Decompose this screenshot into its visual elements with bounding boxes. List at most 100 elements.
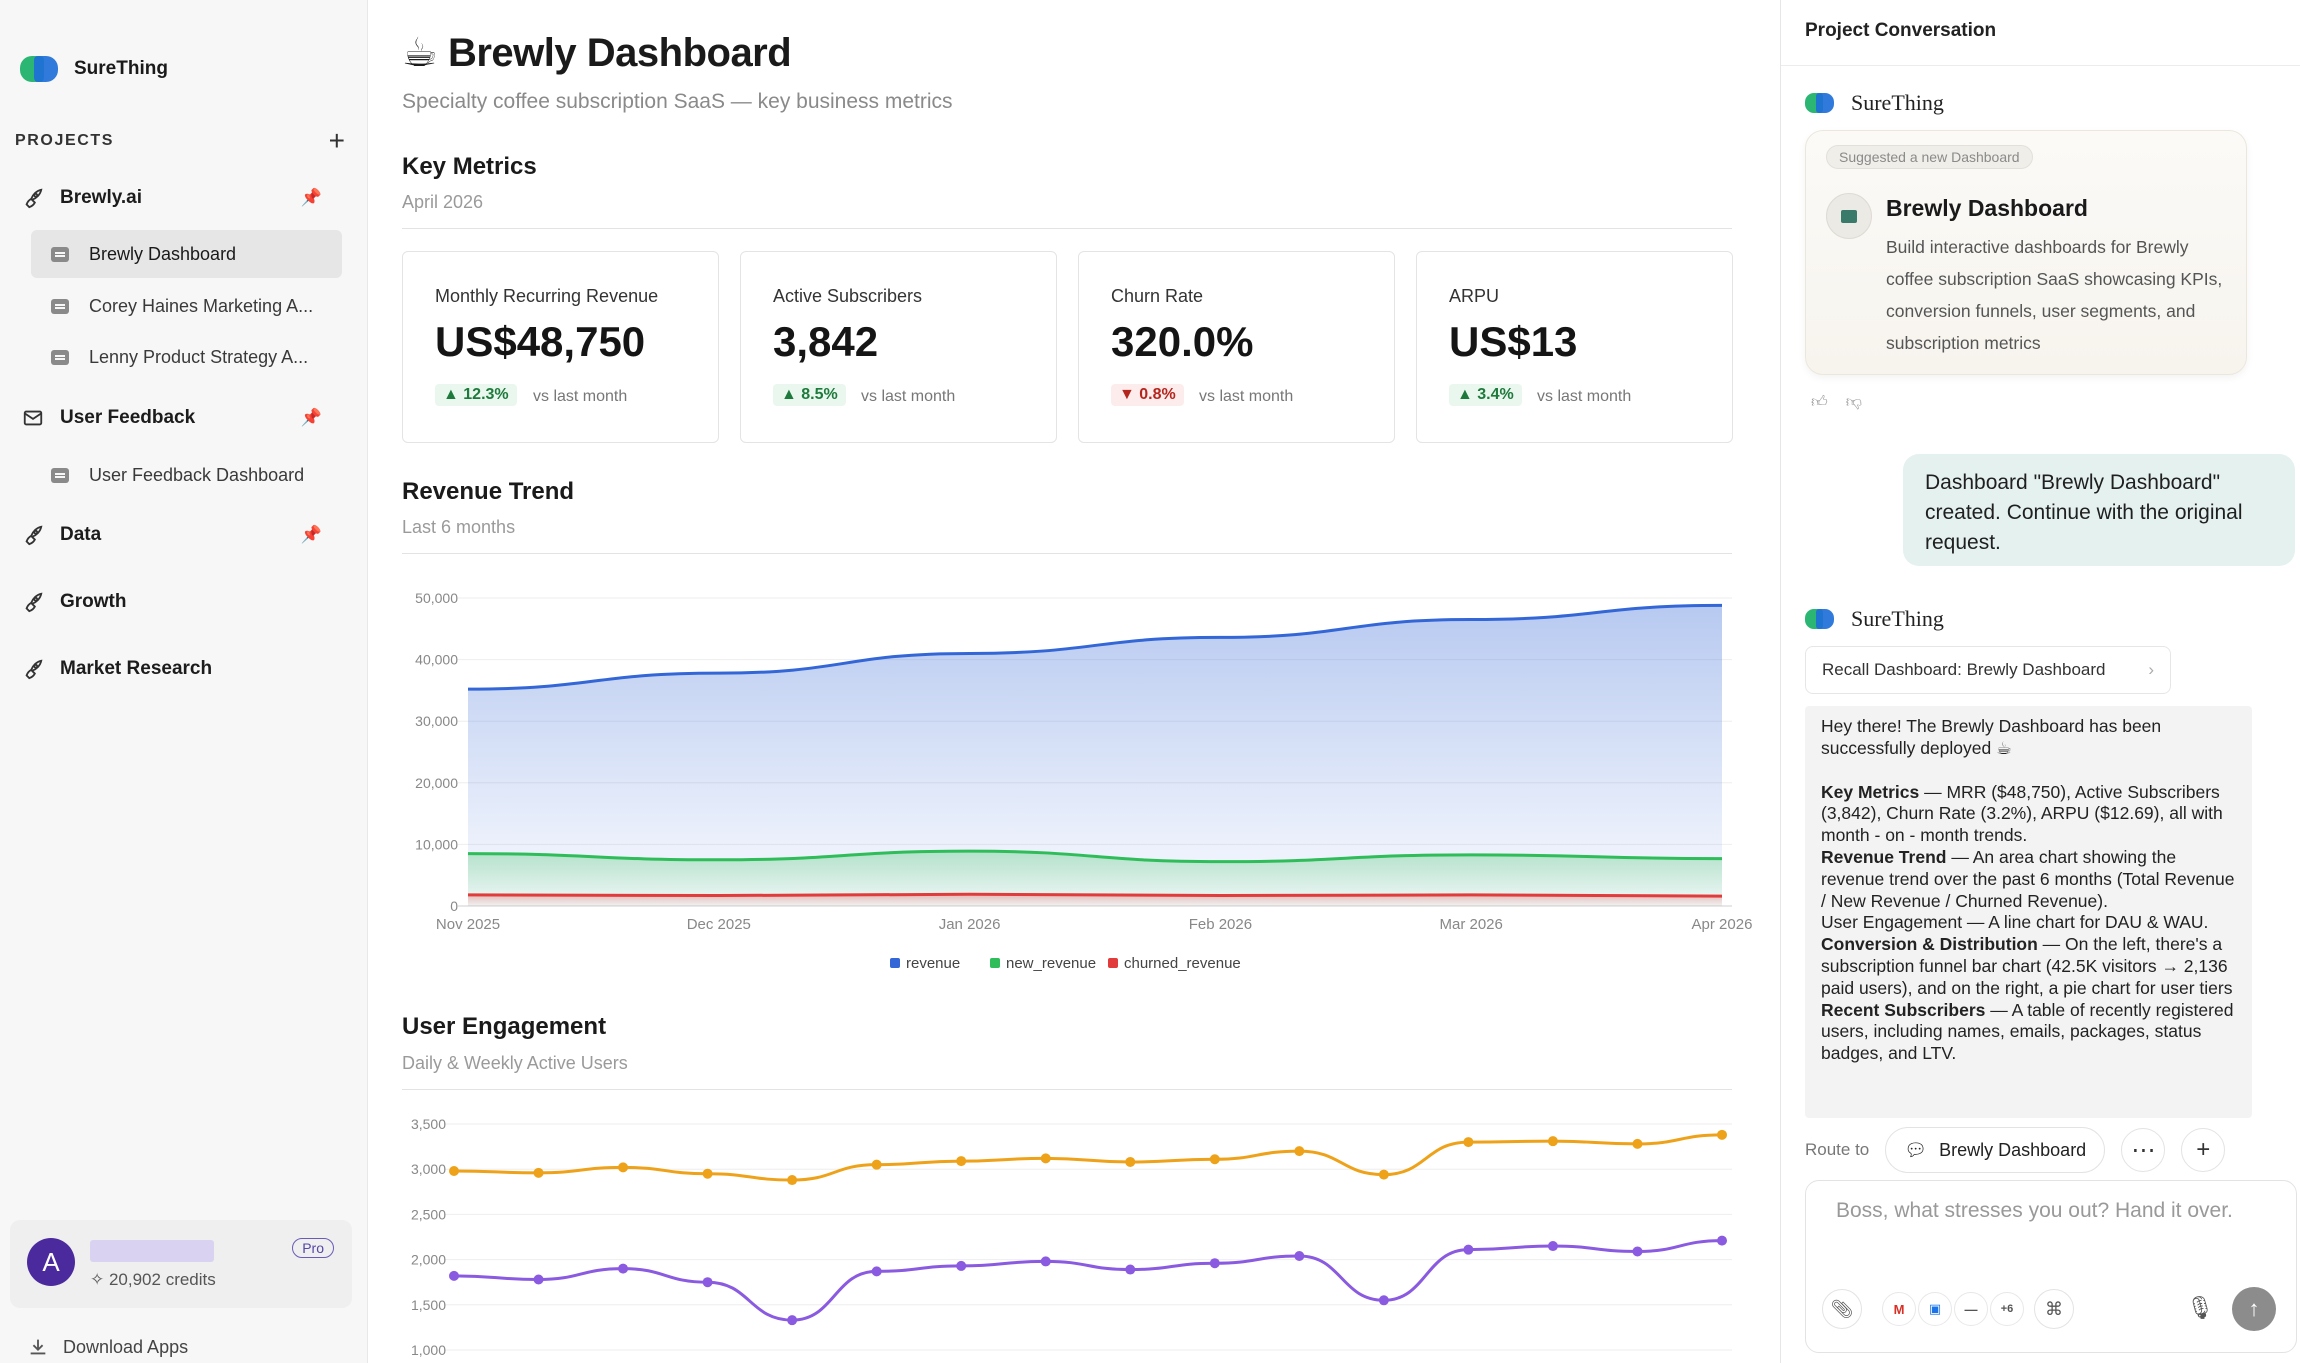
revenue-trend-subtitle: Last 6 months <box>402 517 516 537</box>
rocket-icon <box>25 188 43 209</box>
metric-vs: vs last month <box>861 388 956 405</box>
metric-card-subscribers: Active Subscribers 3,842 ▲ 8.5% vs last … <box>740 251 1057 443</box>
sidebar-item-label: Growth <box>60 591 127 612</box>
sidebar-item-brewly-ai[interactable]: Brewly.ai 📌 <box>22 176 332 220</box>
chat-icon <box>51 246 69 262</box>
bot-msg-conversion: Conversion & Distribution — On the left,… <box>1821 934 2233 998</box>
download-icon <box>30 1339 46 1355</box>
data-point <box>702 1277 713 1288</box>
data-point <box>1463 1244 1474 1255</box>
data-point <box>1463 1137 1474 1148</box>
rocket-icon <box>25 659 43 680</box>
bot-msg-user-engagement: User Engagement — A line chart for DAU &… <box>1821 912 2209 933</box>
series-line-revenue <box>467 603 1723 691</box>
user-card[interactable]: A ✧ 20,902 credits Pro <box>10 1220 352 1308</box>
metric-change: ▲ 3.4% <box>1449 384 1522 406</box>
series-line-0 <box>453 1133 1723 1182</box>
more-options-button[interactable]: ⋯ <box>2121 1128 2166 1172</box>
chat-icon <box>51 298 69 314</box>
sidebar-item-growth[interactable]: Growth <box>22 580 332 624</box>
chat-icon <box>51 349 69 365</box>
pin-icon[interactable]: 📌 <box>300 408 322 427</box>
data-point <box>956 1156 967 1167</box>
data-point <box>1040 1153 1051 1164</box>
series-area-new_revenue <box>468 851 1722 906</box>
apps-grid-icon[interactable]: ⌘ <box>2034 1289 2074 1329</box>
suggest-description: Build interactive dashboards for Brewly … <box>1886 237 2223 353</box>
brand[interactable]: SureThing <box>20 56 168 82</box>
sidebar-item-user-feedback[interactable]: User Feedback 📌 <box>22 396 332 440</box>
series-area-revenue <box>468 605 1722 906</box>
legend-label: revenue <box>906 955 960 972</box>
metric-change: ▲ 8.5% <box>773 384 846 406</box>
panel-title: Project Conversation <box>1805 20 1997 41</box>
metric-card-mrr: Monthly Recurring Revenue US$48,750 ▲ 12… <box>402 251 719 443</box>
suggested-dashboard-card[interactable]: Suggested a new Dashboard Brewly Dashboa… <box>1805 130 2247 375</box>
sparkle-icon: ✧ <box>90 1270 109 1289</box>
metric-value: 320.0% <box>1111 318 1254 365</box>
rocket-icon <box>25 525 43 546</box>
route-dashboard-chip[interactable]: 💬︎ Brewly Dashboard <box>1885 1127 2106 1173</box>
y-tick-label: 0 <box>450 898 458 914</box>
sidebar-item-label: User Feedback <box>60 407 196 428</box>
data-point <box>449 1270 459 1281</box>
data-point <box>618 1162 629 1173</box>
download-label: Download Apps <box>63 1336 189 1357</box>
key-metrics-subtitle: April 2026 <box>402 192 484 212</box>
thumbs-up-icon[interactable]: 👍︎ <box>1811 394 1828 411</box>
data-point <box>1717 1129 1727 1140</box>
metric-value: 3,842 <box>773 318 879 365</box>
y-tick-label: 1,000 <box>411 1342 446 1358</box>
data-point <box>1125 1156 1136 1167</box>
engagement-line-chart: 1,000 1,500 2,000 2,500 3,000 3,500 <box>411 1116 1732 1358</box>
pro-badge: Pro <box>292 1238 334 1258</box>
sidebar-item-user-feedback-dashboard[interactable]: User Feedback Dashboard <box>31 451 342 499</box>
download-apps-link[interactable]: Download Apps <box>27 1336 188 1358</box>
data-point <box>1547 1241 1558 1252</box>
data-point <box>533 1167 544 1178</box>
calendar-icon: ▣ <box>1918 1292 1952 1326</box>
surething-logo-icon <box>1805 609 1835 629</box>
thumbs-down-icon[interactable]: 👎︎ <box>1845 394 1862 411</box>
revenue-trend-title: Revenue Trend <box>402 478 575 505</box>
data-point <box>1209 1154 1220 1165</box>
sidebar-item-label: Brewly.ai <box>60 187 143 208</box>
app-icon: — <box>1954 1292 1988 1326</box>
suggest-chip: Suggested a new Dashboard <box>1826 145 2033 169</box>
sidebar-item-label: Corey Haines Marketing A... <box>89 295 314 316</box>
add-button[interactable]: + <box>2181 1128 2226 1172</box>
sidebar-item-label: Lenny Product Strategy A... <box>89 346 309 367</box>
pin-icon[interactable]: 📌 <box>300 188 322 207</box>
feedback-icons: 👍︎ 👎︎ <box>1811 393 1862 412</box>
avatar[interactable]: A <box>27 1238 75 1286</box>
recall-label: Recall Dashboard: Brewly Dashboard <box>1822 660 2106 679</box>
metric-label: Active Subscribers <box>773 286 923 306</box>
sidebar-item-corey-haines[interactable]: Corey Haines Marketing A... <box>31 282 342 330</box>
sidebar-item-lenny-product[interactable]: Lenny Product Strategy A... <box>31 333 342 381</box>
data-point <box>1209 1258 1220 1269</box>
recall-dashboard-chip[interactable]: Recall Dashboard: Brewly Dashboard › <box>1805 646 2171 694</box>
chat-icon: 💬︎ <box>1904 1139 1928 1160</box>
x-tick-label: Feb 2026 <box>1189 916 1252 933</box>
credits-row: ✧ 20,902 credits <box>90 1270 216 1290</box>
paperclip-icon[interactable]: 📎︎ <box>1822 1289 1862 1329</box>
microphone-icon[interactable]: 🎙︎ <box>2186 1295 2214 1320</box>
message-input[interactable] <box>1836 1199 2266 1223</box>
divider <box>1781 65 2300 66</box>
sidebar-item-market-research[interactable]: Market Research <box>22 647 332 691</box>
legend-label: new_revenue <box>1006 955 1096 972</box>
send-button[interactable]: ↑ <box>2232 1287 2276 1331</box>
more-apps-count: +6 <box>1990 1292 2024 1326</box>
sidebar-item-data[interactable]: Data 📌 <box>22 513 332 557</box>
data-point <box>1294 1146 1305 1157</box>
x-tick-label: Apr 2026 <box>1692 916 1753 933</box>
credits-text: 20,902 credits <box>108 1270 216 1289</box>
x-tick-label: Dec 2025 <box>687 916 751 933</box>
connected-apps[interactable]: M ▣ — +6 <box>1882 1289 2024 1329</box>
sidebar-item-brewly-dashboard[interactable]: Brewly Dashboard <box>31 230 342 278</box>
metric-label: Churn Rate <box>1111 286 1204 306</box>
metric-change: ▼ 0.8% <box>1111 384 1184 406</box>
plus-icon[interactable]: + <box>328 125 345 156</box>
bot-name: SureThing <box>1851 90 1944 115</box>
pin-icon[interactable]: 📌 <box>300 525 322 544</box>
